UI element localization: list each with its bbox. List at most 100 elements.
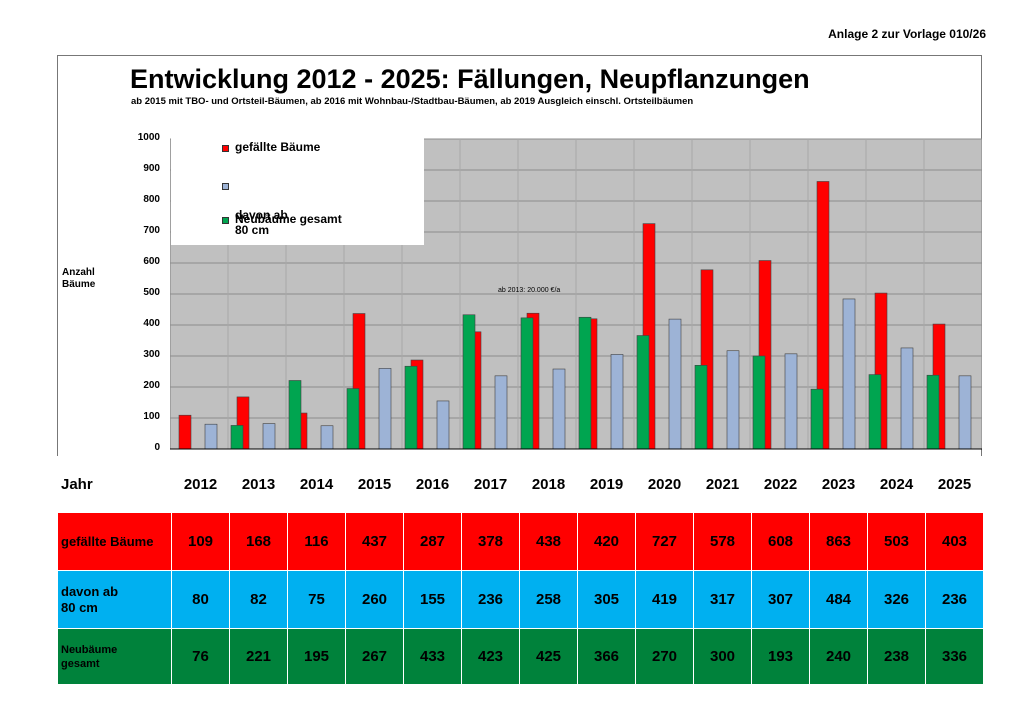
table-value-cell: 484 (809, 570, 868, 629)
legend-swatch-blue (222, 183, 229, 190)
bar-davon-2014 (320, 425, 334, 450)
bar-neubaeume-2012 (230, 425, 244, 450)
bar-neubaeume-2018 (578, 316, 592, 450)
y-tick-label: 400 (143, 318, 160, 329)
table-year-cell: 2013 (229, 456, 288, 513)
y-tick-label: 100 (143, 411, 160, 422)
table-header-label: Jahr (57, 456, 172, 513)
bar-neubaeume-2022 (810, 388, 824, 450)
bar-davon-2019 (610, 354, 624, 450)
table-value-cell: 155 (403, 570, 462, 629)
table-value-cell: 608 (751, 512, 810, 571)
chart-title: Entwicklung 2012 - 2025: Fällungen, Neup… (130, 64, 810, 94)
bar-davon-2016 (436, 400, 450, 450)
bar-davon-2022 (784, 353, 798, 450)
table-value-cell: 287 (403, 512, 462, 571)
bar-davon-2021 (726, 350, 740, 450)
legend-swatch-green (222, 217, 229, 224)
y-axis-label: Anzahl Bäume (62, 267, 102, 291)
table-value-cell: 419 (635, 570, 694, 629)
table-value-cell: 863 (809, 512, 868, 571)
table-value-cell: 168 (229, 512, 288, 571)
table-value-cell: 238 (867, 628, 926, 685)
table-header-row: Jahr 2012 2013 2014 2015 2016 2017 2018 2019 2020… (57, 456, 984, 513)
table-value-cell: 403 (925, 512, 984, 571)
table-year-cell: 2015 (345, 456, 404, 513)
bar-davon-2020 (668, 318, 682, 450)
bar-neubaeume-2024 (926, 374, 940, 450)
table-year-cell: 2021 (693, 456, 752, 513)
legend-label-davon: davon ab 80 cm (235, 208, 288, 237)
table-value-cell: 195 (287, 628, 346, 685)
table-row-neubaeume: Neubäume gesamt 76 221 195 267 433 423 425 366 27… (57, 628, 984, 685)
y-tick-label: 200 (143, 380, 160, 391)
bar-neubaeume-2015 (404, 365, 418, 450)
chart-legend: gefällte Bäume davon ab 80 cm Neubäume g… (171, 138, 424, 245)
y-tick-label: 500 (143, 287, 160, 298)
table-value-cell: 326 (867, 570, 926, 629)
bar-neubaeume-2023 (868, 374, 882, 450)
legend-item-davon: davon ab 80 cm (222, 178, 288, 238)
table-value-cell: 305 (577, 570, 636, 629)
table-value-cell: 336 (925, 628, 984, 685)
bar-neubaeume-2016 (462, 314, 476, 450)
table-row-label: Neubäume gesamt (57, 628, 172, 685)
legend-item-gefaellte: gefällte Bäume (222, 140, 320, 155)
y-axis-label-text: Anzahl Bäume (62, 267, 96, 290)
y-tick-label: 300 (143, 349, 160, 360)
table-value-cell: 423 (461, 628, 520, 685)
legend-label-neubaeume: Neubäume gesamt (235, 212, 342, 226)
table-year-cell: 2022 (751, 456, 810, 513)
table-value-cell: 503 (867, 512, 926, 571)
legend-item-neubaeume: Neubäume gesamt (222, 212, 342, 227)
table-year-cell: 2024 (867, 456, 926, 513)
bar-davon-2018 (552, 368, 566, 450)
table-value-cell: 366 (577, 628, 636, 685)
table-value-cell: 75 (287, 570, 346, 629)
y-tick-label: 1000 (137, 132, 160, 143)
table-value-cell: 378 (461, 512, 520, 571)
table-value-cell: 221 (229, 628, 288, 685)
bar-davon-2013 (262, 423, 276, 450)
bar-davon-2023 (842, 298, 856, 450)
table-year-cell: 2016 (403, 456, 462, 513)
document-reference: Anlage 2 zur Vorlage 010/26 (828, 27, 986, 41)
table-value-cell: 258 (519, 570, 578, 629)
table-year-cell: 2012 (171, 456, 230, 513)
table-row-davon: davon ab 80 cm 80 82 75 260 155 236 258 305 419 31… (57, 570, 984, 629)
table-value-cell: 438 (519, 512, 578, 571)
table-year-cell: 2014 (287, 456, 346, 513)
y-tick-label: 800 (143, 194, 160, 205)
table-value-cell: 578 (693, 512, 752, 571)
y-tick-label: 600 (143, 256, 160, 267)
y-tick-label: 900 (143, 163, 160, 174)
bar-davon-2015 (378, 368, 392, 450)
table-row-gefaellte: gefällte Bäume 109 168 116 437 287 378 438 420 72… (57, 512, 984, 571)
bar-neubaeume-2019 (636, 335, 650, 450)
chart-subtitle: ab 2015 mit TBO- und Ortsteil-Bäumen, ab… (131, 96, 694, 107)
bar-gefaellte-2012 (178, 414, 192, 450)
bar-neubaeume-2017 (520, 317, 534, 450)
table-value-cell: 109 (171, 512, 230, 571)
bar-neubaeume-2020 (694, 365, 708, 450)
table-value-cell: 80 (171, 570, 230, 629)
table-row-label: davon ab 80 cm (57, 570, 172, 629)
table-value-cell: 727 (635, 512, 694, 571)
table-value-cell: 116 (287, 512, 346, 571)
bar-davon-2017 (494, 375, 508, 450)
table-value-cell: 260 (345, 570, 404, 629)
chart-annotation: ab 2013: 20.000 €/a (498, 287, 561, 294)
table-year-cell: 2017 (461, 456, 520, 513)
table-year-cell: 2019 (577, 456, 636, 513)
bar-neubaeume-2021 (752, 355, 766, 450)
table-year-cell: 2018 (519, 456, 578, 513)
bar-neubaeume-2013 (288, 380, 302, 450)
legend-swatch-red (222, 145, 229, 152)
table-value-cell: 307 (751, 570, 810, 629)
table-value-cell: 270 (635, 628, 694, 685)
table-value-cell: 300 (693, 628, 752, 685)
table-year-cell: 2025 (925, 456, 984, 513)
table-value-cell: 82 (229, 570, 288, 629)
table-value-cell: 267 (345, 628, 404, 685)
table-value-cell: 236 (925, 570, 984, 629)
